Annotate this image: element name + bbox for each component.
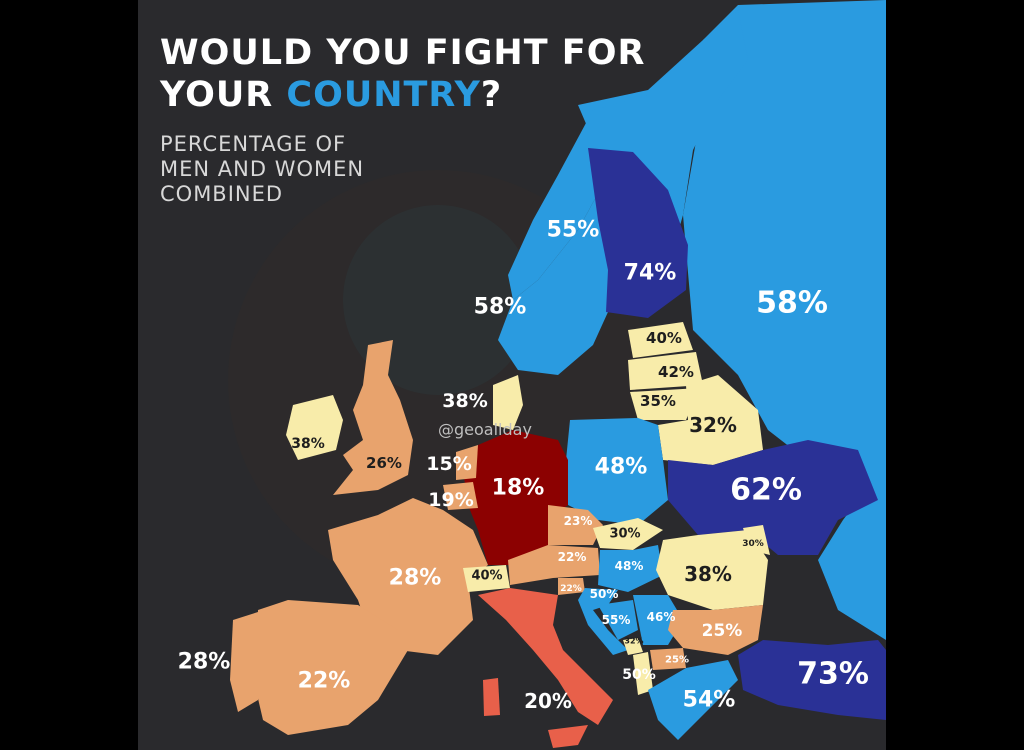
portugal-region	[230, 612, 258, 712]
uk-region	[333, 340, 413, 495]
title-line-2: YOUR COUNTRY?	[160, 74, 645, 116]
label-bosnia: 55%	[601, 613, 631, 627]
sardinia-region	[483, 678, 500, 716]
label-norway: 55%	[546, 217, 600, 243]
sicily-region	[548, 725, 588, 748]
title-line-2-end: ?	[480, 75, 503, 115]
greece-region	[648, 660, 738, 740]
croatia-region	[578, 588, 628, 655]
label-uk: 26%	[366, 454, 402, 472]
label-france: 28%	[388, 565, 442, 591]
label-serbia: 46%	[646, 610, 676, 624]
label-russia: 58%	[756, 285, 828, 321]
label-belarus: 32%	[689, 413, 737, 437]
turkey-region	[738, 640, 886, 720]
label-slovakia: 30%	[609, 526, 641, 542]
romania-region	[656, 530, 768, 610]
label-croatia: 50%	[589, 587, 619, 601]
belgium-region	[443, 482, 478, 510]
label-slovenia: 22%	[560, 584, 582, 594]
denmark-region	[493, 375, 523, 430]
map-title: WOULD YOU FIGHT FOR YOUR COUNTRY?	[160, 32, 645, 116]
label-spain: 22%	[297, 668, 351, 694]
label-switzerland: 40%	[471, 568, 503, 584]
label-italy: 20%	[524, 689, 572, 713]
czechia-region	[548, 505, 603, 545]
label-romania: 38%	[684, 562, 732, 586]
label-netherlands: 15%	[426, 453, 472, 475]
title-line-2-start: YOUR	[160, 75, 287, 115]
spain-region	[256, 600, 408, 735]
ireland-region	[286, 395, 343, 460]
moldova-region	[743, 525, 770, 555]
map-subtitle: PERCENTAGE OF MEN AND WOMEN COMBINED	[160, 132, 364, 207]
europe-map	[228, 0, 886, 748]
label-belgium: 19%	[428, 489, 474, 511]
label-latvia: 42%	[658, 363, 694, 381]
label-greece: 54%	[682, 687, 736, 713]
albania-region	[633, 652, 653, 695]
label-montenegro: 32%	[624, 636, 644, 646]
italy-region	[478, 588, 613, 725]
label-albania: 50%	[622, 667, 656, 683]
label-denmark: 38%	[442, 390, 488, 412]
slovakia-region	[593, 518, 663, 550]
lithuania-region	[630, 388, 700, 420]
bosnia-region	[598, 600, 638, 640]
label-hungary: 48%	[614, 559, 644, 573]
author-handle: @geoallday	[438, 420, 532, 439]
macedonia-region	[650, 648, 686, 670]
norway-region	[508, 95, 648, 300]
label-lithuania: 35%	[640, 392, 676, 410]
netherlands-region	[456, 445, 478, 480]
estonia-region	[628, 322, 693, 358]
label-moldova: 30%	[742, 539, 764, 549]
label-portugal: 28%	[177, 649, 231, 675]
map-canvas: WOULD YOU FIGHT FOR YOUR COUNTRY? PERCEN…	[138, 0, 886, 750]
label-finland: 74%	[623, 260, 677, 286]
label-turkey: 73%	[797, 656, 869, 692]
subtitle-line-2: MEN AND WOMEN	[160, 157, 365, 181]
montenegro-region	[623, 638, 643, 655]
label-austria: 22%	[557, 550, 587, 564]
subtitle-line-3: COMBINED	[160, 182, 284, 206]
subtitle-line-1: PERCENTAGE OF	[160, 132, 347, 156]
label-macedonia: 25%	[665, 654, 689, 666]
ukraine-region	[668, 440, 878, 555]
label-czechia: 23%	[563, 514, 593, 528]
poland-region	[566, 418, 668, 525]
label-poland: 48%	[594, 454, 648, 480]
belarus-region	[658, 375, 763, 465]
label-germany: 18%	[491, 475, 545, 501]
finland-region	[588, 148, 688, 318]
switzerland-region	[463, 565, 510, 592]
title-highlight: COUNTRY	[286, 75, 481, 115]
slovenia-region	[558, 578, 585, 595]
label-ireland: 38%	[291, 436, 325, 452]
label-estonia: 40%	[646, 329, 682, 347]
bulgaria-region	[668, 605, 763, 655]
austria-region	[508, 545, 600, 585]
hungary-region	[598, 545, 663, 592]
germany-region	[463, 430, 568, 565]
label-ukraine: 62%	[730, 472, 802, 508]
label-bulgaria: 25%	[701, 621, 743, 641]
latvia-region	[628, 352, 703, 390]
title-line-1: WOULD YOU FIGHT FOR	[160, 33, 646, 73]
label-sweden: 58%	[473, 294, 527, 320]
